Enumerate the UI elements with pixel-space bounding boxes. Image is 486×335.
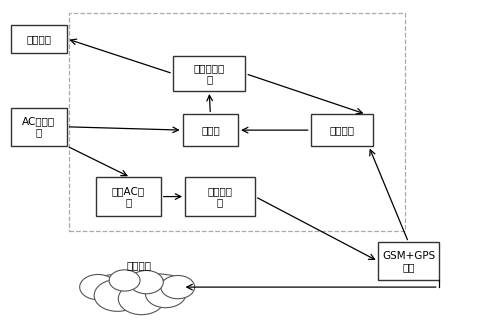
FancyBboxPatch shape xyxy=(311,114,373,146)
Circle shape xyxy=(145,280,186,308)
Ellipse shape xyxy=(91,273,188,291)
FancyBboxPatch shape xyxy=(173,56,245,91)
Text: AC电源输
入: AC电源输 入 xyxy=(22,116,55,138)
Circle shape xyxy=(109,270,140,291)
Text: 板材AC单
元: 板材AC单 元 xyxy=(112,186,145,207)
Bar xyxy=(69,13,405,230)
Circle shape xyxy=(161,275,195,299)
Text: 主控单元: 主控单元 xyxy=(330,125,355,135)
FancyBboxPatch shape xyxy=(11,25,67,53)
Text: 云服务器: 云服务器 xyxy=(127,261,152,271)
Text: 电流检测模
块: 电流检测模 块 xyxy=(193,63,225,84)
Circle shape xyxy=(129,270,163,294)
Text: 用户设备: 用户设备 xyxy=(26,34,52,44)
FancyBboxPatch shape xyxy=(378,242,439,280)
FancyBboxPatch shape xyxy=(11,108,67,146)
Circle shape xyxy=(94,279,140,311)
Text: 继电器: 继电器 xyxy=(201,125,220,135)
Circle shape xyxy=(80,274,116,300)
Circle shape xyxy=(118,283,165,315)
Text: 蓄电池模
块: 蓄电池模 块 xyxy=(208,186,232,207)
Text: GSM+GPS
模块: GSM+GPS 模块 xyxy=(382,251,435,272)
FancyBboxPatch shape xyxy=(185,178,255,216)
FancyBboxPatch shape xyxy=(96,178,161,216)
FancyBboxPatch shape xyxy=(183,114,238,146)
